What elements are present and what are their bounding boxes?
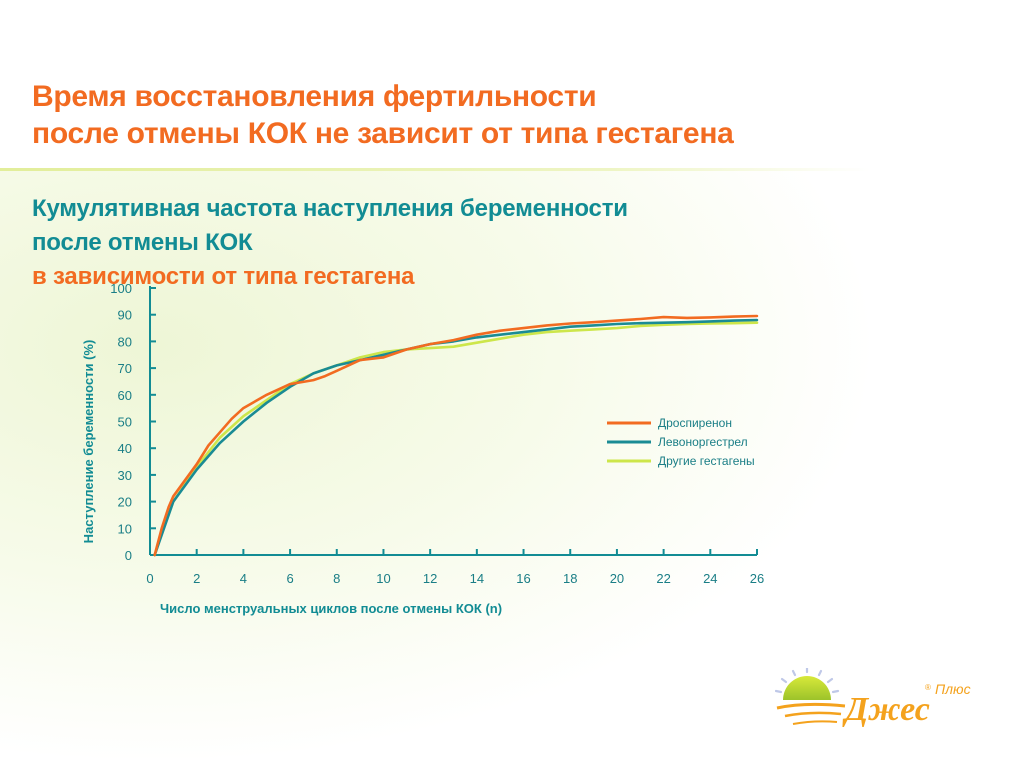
y-tick-label: 30 [118, 468, 132, 483]
y-tick-label: 40 [118, 441, 132, 456]
y-axis-title: Наступление беременности (%) [81, 340, 96, 544]
header-band [0, 0, 1024, 170]
series-line-0 [153, 314, 759, 557]
x-tick-label: 12 [423, 571, 437, 586]
x-tick-label: 2 [193, 571, 200, 586]
sun-icon [775, 668, 846, 725]
page-title-line2: после отмены КОК не зависит от типа гест… [32, 117, 734, 150]
x-tick-label: 0 [146, 571, 153, 586]
x-tick-label: 18 [563, 571, 577, 586]
logo-wordmark: Джес [842, 691, 930, 728]
x-tick-label: 26 [750, 571, 764, 586]
x-tick-label: 20 [610, 571, 624, 586]
x-tick-label: 16 [516, 571, 530, 586]
page-title-line1: Время восстановления фертильности [32, 80, 597, 113]
y-tick-label: 70 [118, 361, 132, 376]
chart-subtitle-line1: Кумулятивная частота наступления беремен… [32, 195, 628, 222]
logo-plus-text: Плюс [935, 681, 971, 697]
x-tick-label: 10 [376, 571, 390, 586]
y-tick-label: 60 [118, 388, 132, 403]
jess-plus-logo: Джес Плюс ® [775, 668, 971, 728]
y-tick-label: 80 [118, 334, 132, 349]
registered-mark: ® [925, 683, 931, 692]
page-title: Время восстановления фертильности после … [32, 78, 734, 152]
x-tick-label: 24 [703, 571, 717, 586]
x-tick-label: 22 [656, 571, 670, 586]
y-tick-label: 100 [110, 281, 132, 296]
x-tick-label: 6 [286, 571, 293, 586]
legend-label-1: Левоноргестрел [658, 435, 748, 449]
series-line-2 [153, 321, 759, 557]
chart-subtitle-line2: после отмены КОК в зависимости от типа г… [32, 226, 628, 294]
x-tick-label: 8 [333, 571, 340, 586]
chart-subtitle: Кумулятивная частота наступления беремен… [32, 192, 628, 294]
y-tick-label: 90 [118, 308, 132, 323]
x-axis-title: Число менструальных циклов после отмены … [160, 601, 502, 616]
header-divider [0, 168, 870, 171]
x-tick-label: 4 [240, 571, 247, 586]
x-tick-label: 14 [470, 571, 484, 586]
y-tick-label: 20 [118, 495, 132, 510]
y-tick-label: 50 [118, 415, 132, 430]
legend-label-2: Другие гестагены [658, 454, 755, 468]
y-tick-label: 10 [118, 521, 132, 536]
chart-subtitle-line2-orange: в зависимости от типа гестагена [32, 263, 415, 290]
legend-label-0: Дроспиренон [658, 416, 732, 430]
chart-subtitle-line2-teal: после отмены КОК [32, 229, 253, 256]
y-tick-label: 0 [125, 548, 132, 563]
